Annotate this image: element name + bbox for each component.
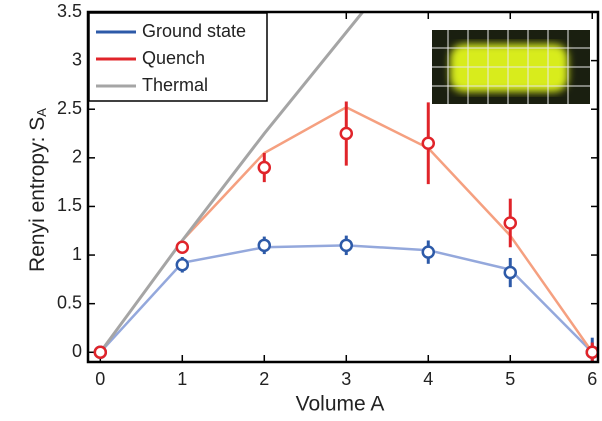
x-tick-label: 1 (177, 369, 187, 389)
plot-frame (86, 10, 600, 364)
y-tick-label: 3 (72, 49, 82, 69)
legend: Ground state Quench Thermal (88, 12, 268, 102)
y-axis-label-text: Renyi entropy: S (26, 117, 49, 272)
y-tick-label: 2 (72, 147, 82, 167)
y-tick-label: 3.5 (57, 1, 82, 21)
x-tick-label: 6 (587, 369, 597, 389)
data-point (421, 245, 436, 259)
x-tick-label: 3 (341, 369, 351, 389)
y-tick-label: 1 (72, 244, 82, 264)
x-tick-label: 0 (95, 369, 105, 389)
data-point (503, 216, 518, 230)
data-point (93, 345, 108, 360)
legend-label: Thermal (142, 75, 208, 95)
y-tick-label: 0 (72, 341, 82, 361)
legend-label: Ground state (142, 21, 246, 41)
x-axis-label: Volume A (296, 393, 385, 416)
x-tick-label: 4 (423, 369, 433, 389)
inset-image (432, 30, 590, 104)
y-axis-label: Renyi entropy: SA (26, 108, 50, 272)
legend-label: Quench (142, 48, 205, 68)
data-point (175, 240, 190, 255)
data-point (421, 136, 436, 150)
data-point (257, 160, 272, 175)
y-tick-label: 0.5 (57, 292, 82, 312)
y-tick-label: 2.5 (57, 98, 82, 118)
data-point (585, 345, 598, 360)
y-tick-label: 1.5 (57, 195, 82, 215)
x-tick-label: 5 (505, 369, 515, 389)
x-tick-label: 2 (259, 369, 269, 389)
series-line (99, 12, 364, 354)
y-axis-label-sub: A (34, 108, 49, 117)
data-point (175, 258, 190, 272)
theory-line (99, 244, 594, 354)
data-point (503, 265, 518, 280)
data-point (339, 126, 354, 141)
data-point (339, 238, 354, 253)
data-point (257, 238, 272, 253)
